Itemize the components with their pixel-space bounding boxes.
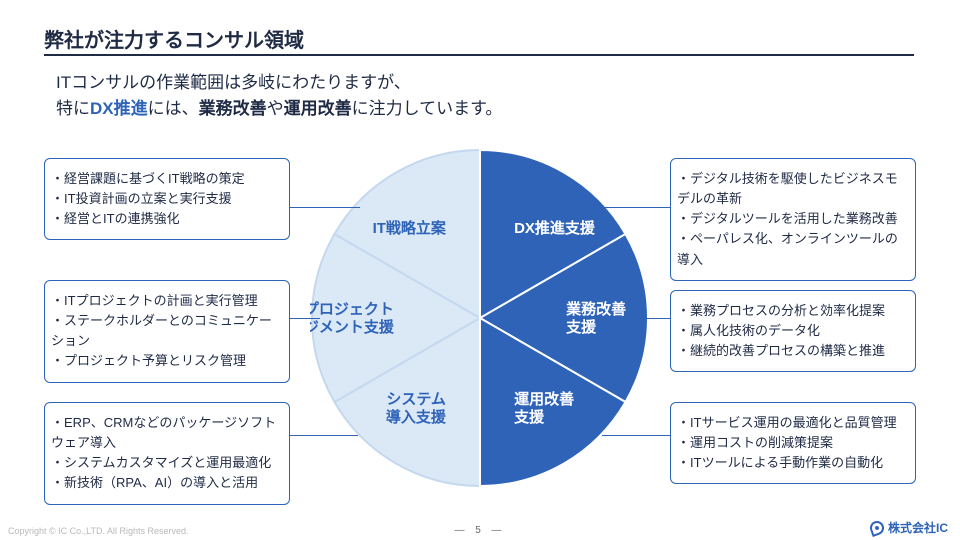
detail-box-3: デジタル技術を駆使したビジネスモデルの革新デジタルツールを活用した業務改善ペーパ… (670, 158, 916, 281)
svg-text:DX推進支援: DX推進支援 (514, 219, 596, 237)
detail-item: IT投資計画の立案と実行支援 (51, 189, 277, 209)
svg-text:プロジェクト: プロジェクト (310, 301, 394, 318)
svg-text:支援: 支援 (565, 318, 597, 336)
detail-item: ITプロジェクトの計画と実行管理 (51, 291, 277, 311)
svg-text:導入支援: 導入支援 (386, 408, 447, 426)
connector-line (602, 435, 670, 436)
detail-item: プロジェクト予算とリスク管理 (51, 351, 277, 371)
svg-text:支援: 支援 (513, 408, 545, 426)
detail-item: ペーパレス化、オンラインツールの導入 (677, 229, 903, 269)
title-rule (44, 54, 914, 56)
logo-icon (868, 519, 886, 537)
detail-item: 継続的改善プロセスの構築と推進 (677, 341, 903, 361)
page-number: — 5 — (454, 525, 505, 536)
detail-box-1: ITプロジェクトの計画と実行管理ステークホルダーとのコミュニケーションプロジェク… (44, 280, 290, 383)
detail-item: 経営課題に基づくIT戦略の策定 (51, 169, 277, 189)
connector-line (290, 207, 360, 208)
detail-box-5: ITサービス運用の最適化と品質管理運用コストの削減策提案ITツールによる手動作業… (670, 402, 916, 484)
svg-text:マネジメント支援: マネジメント支援 (310, 318, 395, 336)
slide-title: 弊社が注力するコンサル領域 (44, 24, 304, 53)
copyright: Copyright © IC Co.,LTD. All Rights Reser… (8, 526, 189, 536)
svg-text:運用改善: 運用改善 (514, 390, 574, 408)
connector-line (290, 318, 320, 319)
detail-item: 属人化技術のデータ化 (677, 321, 903, 341)
detail-item: 運用コストの削減策提案 (677, 433, 903, 453)
detail-item: ERP、CRMなどのパッケージソフトウェア導入 (51, 413, 277, 453)
detail-item: システムカスタマイズと運用最適化 (51, 453, 277, 473)
detail-item: ステークホルダーとのコミュニケーション (51, 311, 277, 351)
company-logo: 株式会社IC (870, 519, 948, 536)
footer: Copyright © IC Co.,LTD. All Rights Reser… (0, 518, 960, 540)
connector-line (640, 318, 670, 319)
detail-item: ITサービス運用の最適化と品質管理 (677, 413, 903, 433)
slide-subtitle: ITコンサルの作業範囲は多岐にわたりますが、 特にDX推進には、業務改善や運用改… (56, 70, 502, 123)
connector-line (290, 435, 358, 436)
detail-item: 経営とITの連携強化 (51, 209, 277, 229)
svg-text:IT戦略立案: IT戦略立案 (373, 219, 447, 237)
detail-box-2: ERP、CRMなどのパッケージソフトウェア導入システムカスタマイズと運用最適化新… (44, 402, 290, 505)
connector-line (602, 207, 670, 208)
svg-text:システム: システム (386, 391, 446, 408)
detail-item: デジタルツールを活用した業務改善 (677, 209, 903, 229)
detail-item: デジタル技術を駆使したビジネスモデルの革新 (677, 169, 903, 209)
detail-box-0: 経営課題に基づくIT戦略の策定IT投資計画の立案と実行支援経営とITの連携強化 (44, 158, 290, 240)
detail-item: 業務プロセスの分析と効率化提案 (677, 301, 903, 321)
detail-box-4: 業務プロセスの分析と効率化提案属人化技術のデータ化継続的改善プロセスの構築と推進 (670, 290, 916, 372)
detail-item: ITツールによる手動作業の自動化 (677, 453, 903, 473)
svg-text:業務改善: 業務改善 (565, 300, 626, 318)
consulting-pie-chart: システム導入支援プロジェクトマネジメント支援IT戦略立案DX推進支援業務改善支援… (310, 148, 650, 488)
detail-item: 新技術（RPA、AI）の導入と活用 (51, 473, 277, 493)
